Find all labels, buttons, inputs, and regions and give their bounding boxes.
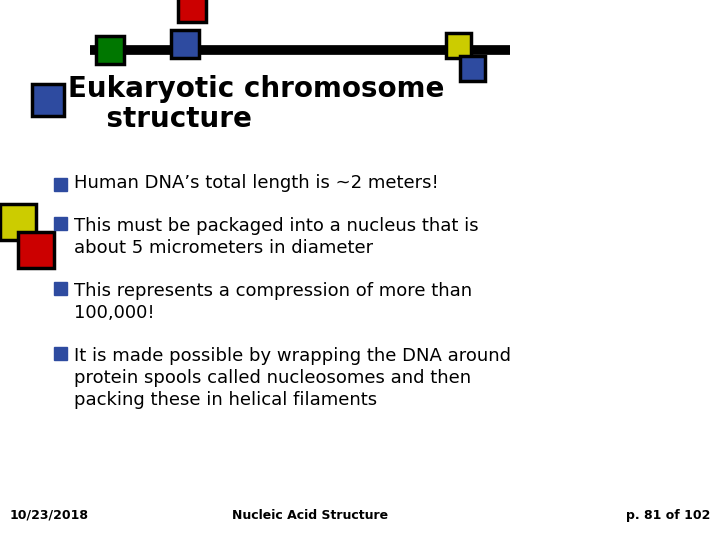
Text: p. 81 of 102: p. 81 of 102	[626, 509, 710, 522]
FancyBboxPatch shape	[53, 217, 66, 230]
FancyBboxPatch shape	[18, 232, 54, 268]
Text: Human DNA’s total length is ~2 meters!: Human DNA’s total length is ~2 meters!	[74, 174, 438, 192]
FancyBboxPatch shape	[53, 281, 66, 294]
FancyBboxPatch shape	[0, 204, 36, 240]
FancyBboxPatch shape	[178, 0, 206, 22]
Text: This represents a compression of more than
100,000!: This represents a compression of more th…	[74, 282, 472, 322]
FancyBboxPatch shape	[459, 56, 485, 80]
FancyBboxPatch shape	[171, 30, 199, 58]
Text: Nucleic Acid Structure: Nucleic Acid Structure	[232, 509, 388, 522]
Text: This must be packaged into a nucleus that is
about 5 micrometers in diameter: This must be packaged into a nucleus tha…	[74, 217, 479, 257]
FancyBboxPatch shape	[96, 36, 124, 64]
Text: structure: structure	[68, 105, 252, 133]
FancyBboxPatch shape	[53, 347, 66, 360]
FancyBboxPatch shape	[32, 84, 64, 116]
Text: It is made possible by wrapping the DNA around
protein spools called nucleosomes: It is made possible by wrapping the DNA …	[74, 347, 511, 409]
Text: 10/23/2018: 10/23/2018	[10, 509, 89, 522]
Text: Eukaryotic chromosome: Eukaryotic chromosome	[68, 75, 444, 103]
FancyBboxPatch shape	[446, 32, 470, 57]
FancyBboxPatch shape	[53, 178, 66, 191]
